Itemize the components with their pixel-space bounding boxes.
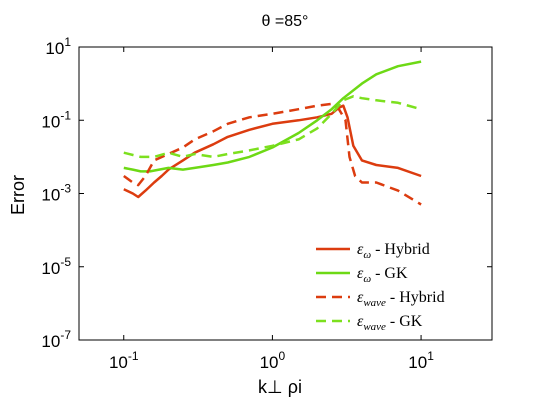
legend: εω - Hybrid εω - GK εwave - Hybrid εwave - … (316, 241, 445, 333)
x-tick-label: 100 (260, 349, 286, 372)
x-tick-label: 10-1 (109, 349, 139, 372)
y-axis-label: Error (8, 175, 28, 215)
legend-label-3: εwave - Hybrid (357, 289, 445, 309)
axis-ticks: 10-1 100 101 10-7 10-5 10-3 10-1 101 (41, 35, 492, 372)
y-tick-label: 10-5 (41, 255, 71, 278)
y-tick-label: 10-7 (41, 328, 71, 351)
legend-label-2: εω - GK (357, 265, 408, 285)
series-lines (123, 60, 422, 206)
x-tick-label: 101 (408, 349, 434, 372)
series-line-4 (123, 95, 422, 159)
legend-label-1: εω - Hybrid (357, 241, 430, 261)
y-tick-label: 101 (45, 35, 71, 58)
legend-label-4: εwave - GK (357, 313, 423, 333)
series-line-1 (123, 104, 422, 199)
x-axis-label: k⊥ ρi (258, 377, 302, 397)
chart-title: θ =85° (262, 13, 309, 30)
y-tick-label: 10-3 (41, 182, 71, 205)
y-tick-label: 10-1 (41, 108, 71, 131)
series-line-3 (123, 102, 422, 206)
series-line-2 (123, 60, 422, 173)
